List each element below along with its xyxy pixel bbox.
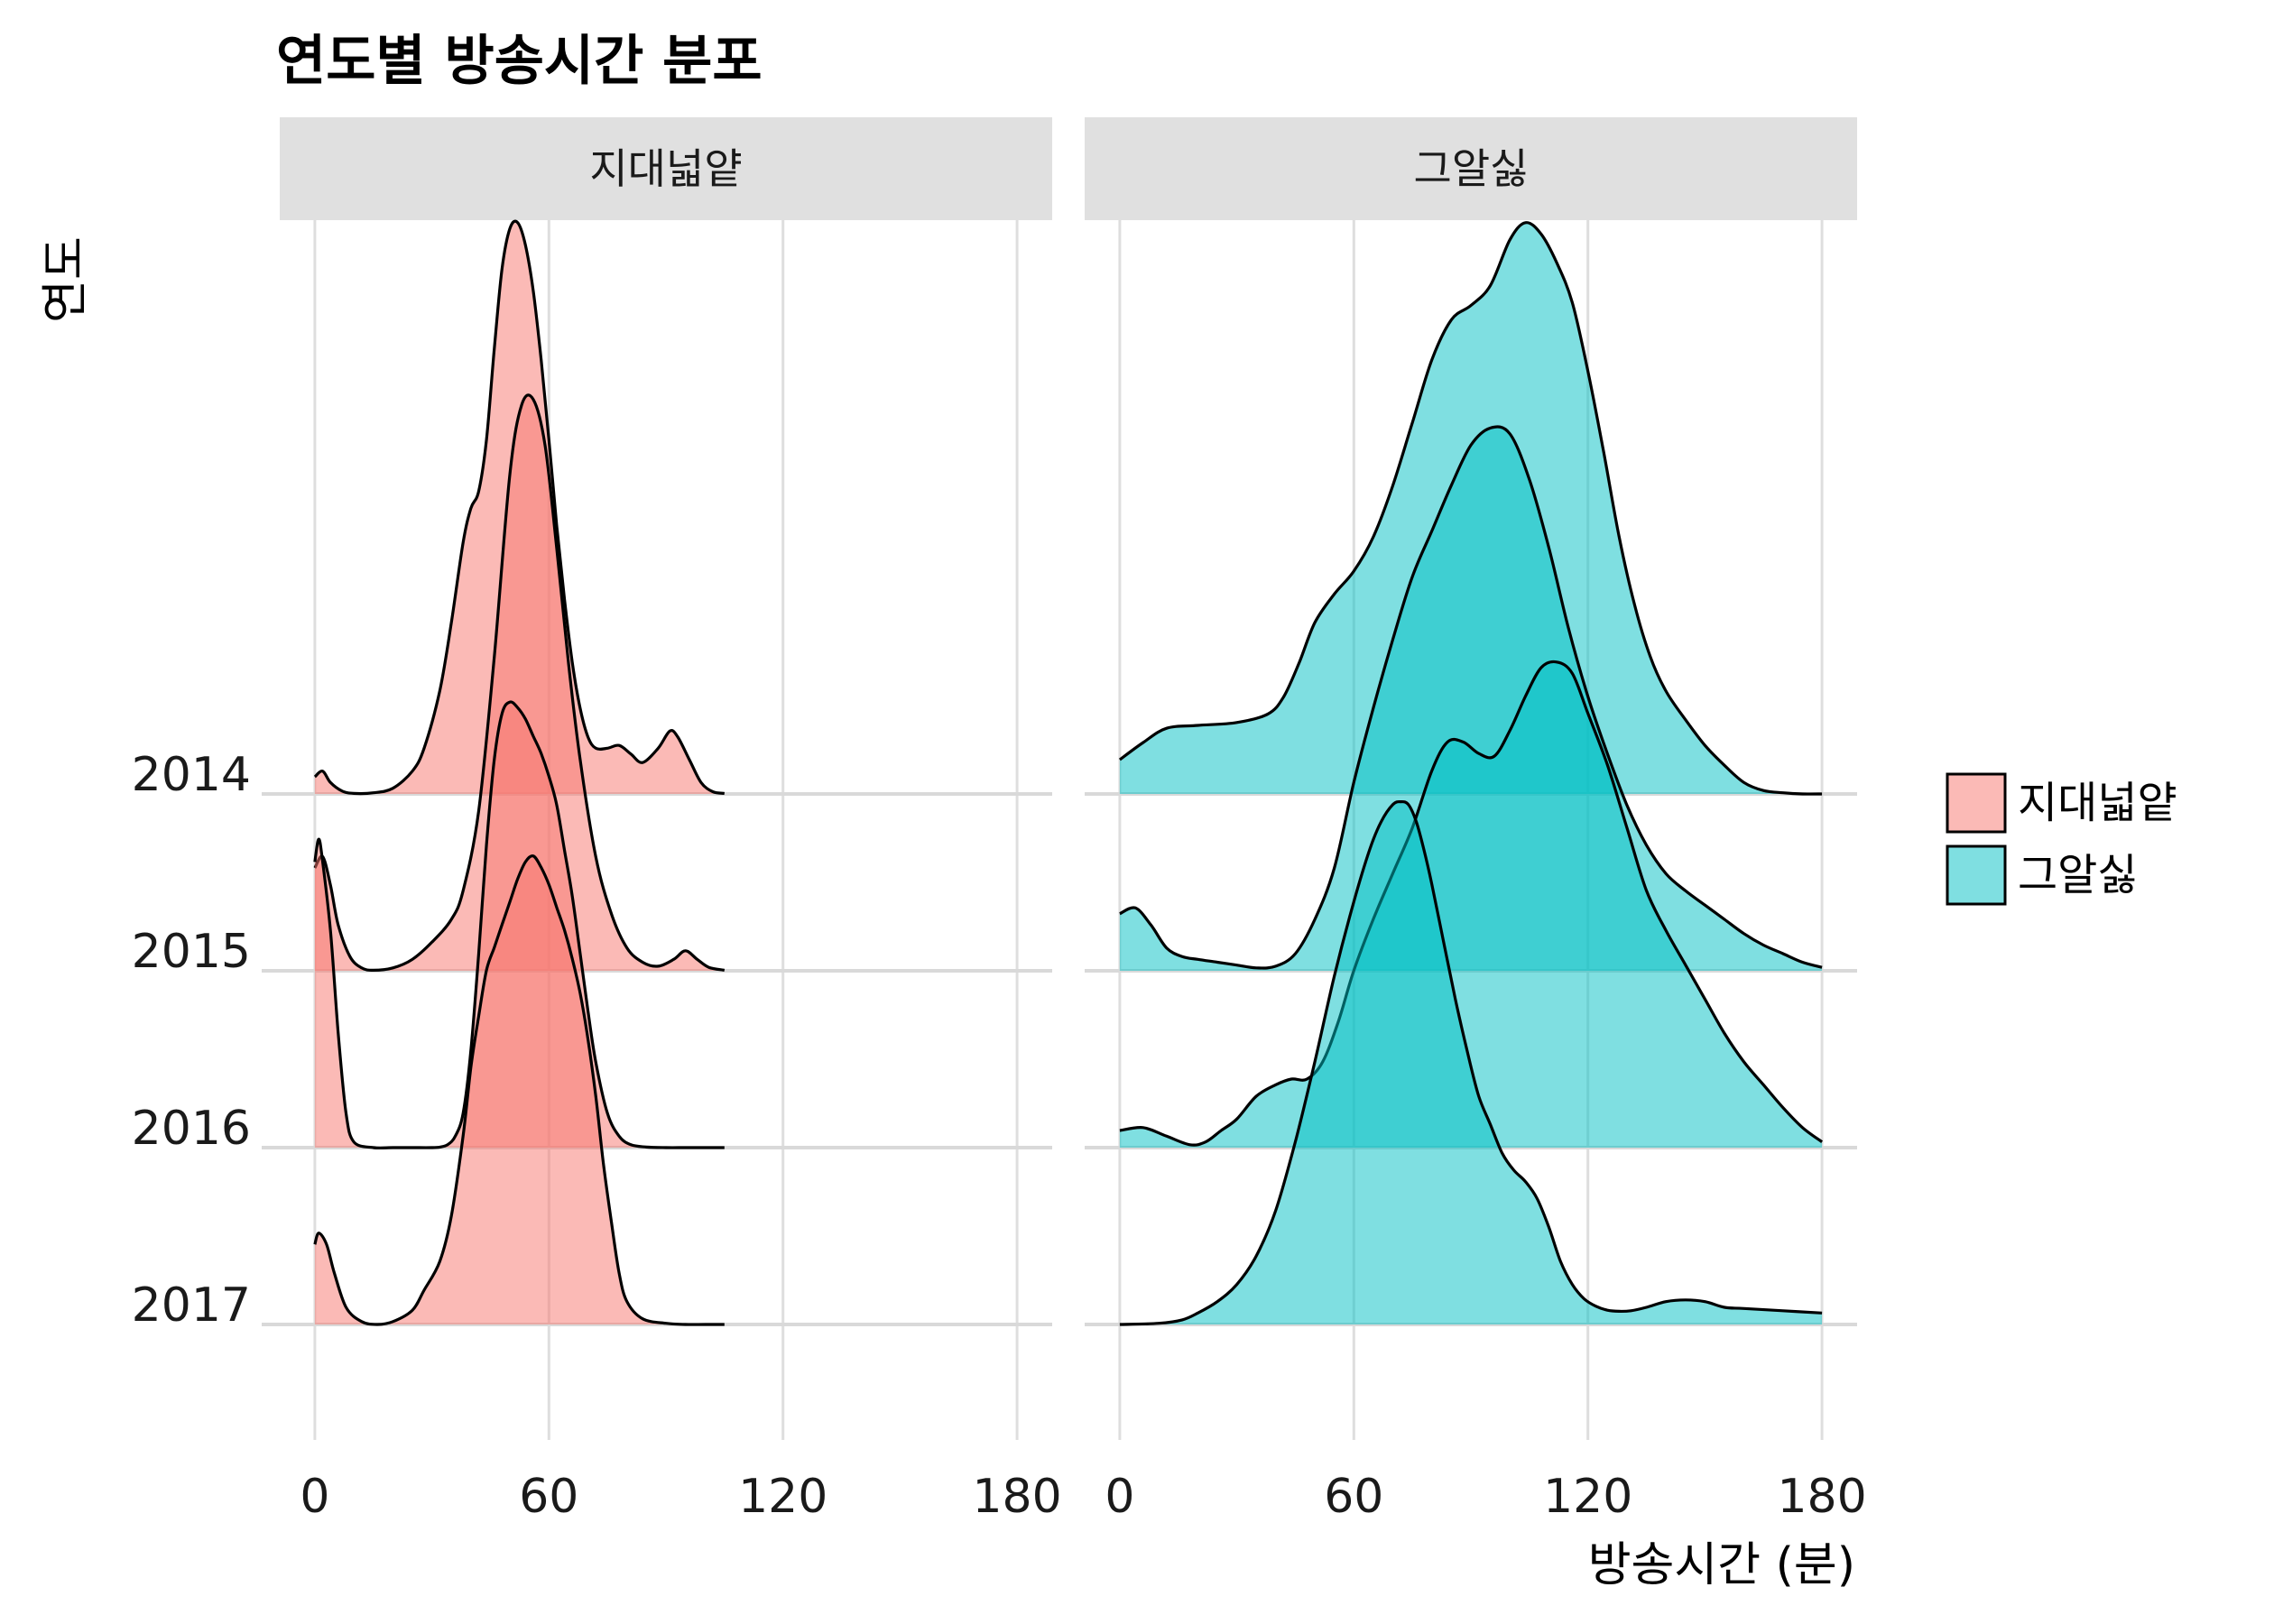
- ridge-area-2016: [1119, 661, 1823, 1148]
- ridge-line-2014: [1118, 221, 1823, 796]
- legend-key-2: [1946, 844, 2007, 906]
- ridges: [313, 219, 726, 1326]
- y-tick-label: 2015: [132, 925, 251, 979]
- panel-2: 그알싫 0 60 120 180: [1085, 117, 1867, 1524]
- x-tick-label: 60: [1324, 1470, 1383, 1524]
- x-tick-label: 60: [519, 1470, 578, 1524]
- y-tick-label: 2016: [132, 1102, 251, 1156]
- x-axis-title: 방송시간 (분): [1588, 1538, 1855, 1592]
- ridges: [1118, 221, 1824, 1326]
- panels: 지대넓얕 0 60 120 180 그알싫 0 60 120 180: [280, 117, 1867, 1524]
- facet-strip-label: 그알싫: [1414, 144, 1529, 193]
- x-tick-label: 120: [738, 1470, 827, 1524]
- legend-label-1: 지대넓얕: [2018, 778, 2177, 828]
- ridge-line-2015: [1119, 425, 1823, 970]
- y-tick-label: 2014: [132, 748, 251, 802]
- ridge-line-2014: [313, 219, 726, 796]
- facet-strip: [280, 117, 1052, 220]
- ridge-line-2017: [1119, 799, 1823, 1326]
- ridge-line-2016: [1119, 660, 1824, 1147]
- x-tick-label: 0: [1105, 1470, 1134, 1524]
- ridge-line-2017: [313, 854, 725, 1326]
- legend-key-1: [1946, 772, 2007, 834]
- x-tick-label: 120: [1543, 1470, 1632, 1524]
- x-tick-label: 0: [300, 1470, 329, 1524]
- facet-strip-label: 지대넓얕: [589, 144, 742, 193]
- ridge-area-2017: [314, 855, 725, 1325]
- facet-strip: [1085, 117, 1857, 220]
- y-tick-label: 2017: [132, 1278, 251, 1333]
- y-axis: 2014 2015 2016 2017: [132, 748, 280, 1333]
- ridge-area-2015: [314, 394, 725, 972]
- chart-title: 연도별 방송시간 분포: [276, 30, 763, 93]
- ridge-area-2015: [1119, 426, 1823, 971]
- x-tick-label: 180: [972, 1470, 1061, 1524]
- ridge-area-2017: [1119, 801, 1823, 1324]
- y-axis-title: 연도: [39, 236, 93, 323]
- panel-1: 지대넓얕 0 60 120 180: [280, 117, 1062, 1524]
- ridge-line-2016: [313, 700, 725, 1150]
- x-tick-label: 180: [1777, 1470, 1866, 1524]
- ridge-line-2015: [313, 393, 726, 972]
- legend-label-2: 그알싫: [2018, 850, 2137, 900]
